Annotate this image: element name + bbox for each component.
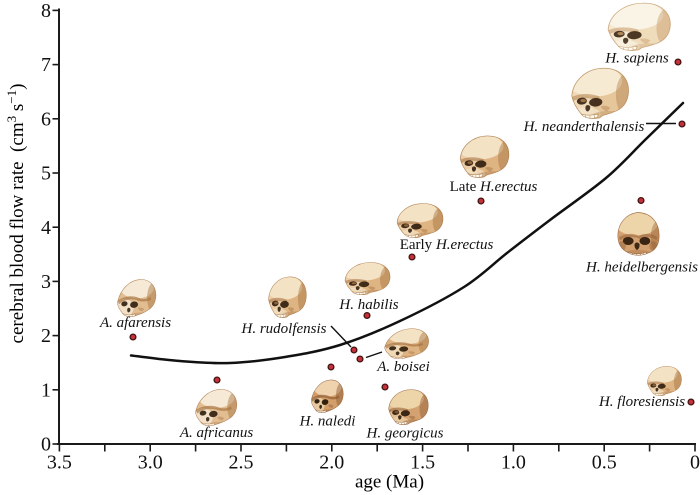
svg-text:2: 2 [41, 325, 51, 347]
svg-text:H. sapiens: H. sapiens [604, 50, 668, 66]
svg-text:1.0: 1.0 [501, 452, 526, 474]
svg-text:A. afarensis: A. afarensis [99, 315, 171, 331]
svg-text:H. neanderthalensis: H. neanderthalensis [523, 119, 645, 135]
svg-text:H. habilis: H. habilis [338, 297, 398, 313]
svg-text:H. rudolfensis: H. rudolfensis [240, 321, 326, 337]
svg-text:Late H.erectus: Late H.erectus [450, 179, 538, 195]
svg-text:Early H.erectus: Early H.erectus [400, 237, 494, 253]
svg-text:2.5: 2.5 [229, 452, 254, 474]
svg-text:0: 0 [41, 434, 51, 456]
svg-text:0: 0 [690, 452, 700, 474]
svg-text:H. naledi: H. naledi [299, 414, 356, 430]
svg-text:4: 4 [41, 217, 51, 239]
svg-text:2.0: 2.0 [319, 452, 344, 474]
svg-text:1.5: 1.5 [410, 452, 435, 474]
svg-text:age (Ma): age (Ma) [355, 472, 424, 493]
svg-text:3: 3 [41, 271, 51, 293]
svg-text:A. boisei: A. boisei [376, 359, 430, 375]
svg-text:0.5: 0.5 [592, 452, 617, 474]
svg-text:cerebral blood flow rate (cm3: cerebral blood flow rate (cm3 s−1) [4, 84, 28, 344]
svg-text:8: 8 [41, 0, 51, 22]
svg-text:5: 5 [41, 163, 51, 185]
svg-text:3.5: 3.5 [47, 452, 72, 474]
svg-text:7: 7 [41, 54, 51, 76]
svg-text:6: 6 [41, 108, 51, 130]
svg-text:1: 1 [41, 379, 51, 401]
svg-text:3.0: 3.0 [138, 452, 163, 474]
svg-text:A. africanus: A. africanus [179, 425, 253, 441]
svg-text:H. georgicus: H. georgicus [366, 426, 444, 442]
svg-text:H. floresiensis: H. floresiensis [598, 394, 685, 410]
svg-text:H. heidelbergensis: H. heidelbergensis [585, 260, 698, 276]
